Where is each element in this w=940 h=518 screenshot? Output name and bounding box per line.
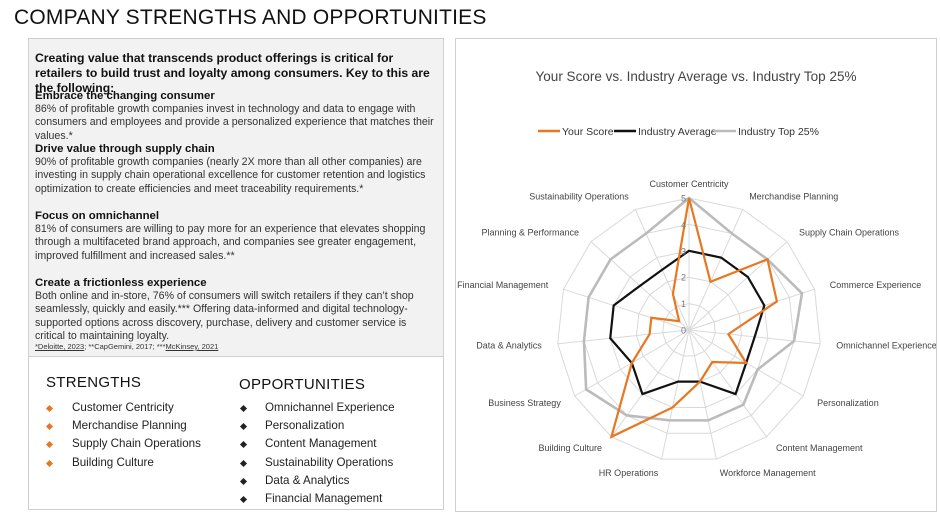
insights-box: Creating value that transcends product o… — [29, 39, 443, 357]
category-label: Omnichannel Experience — [836, 340, 936, 350]
section-body: 81% of consumers are willing to pay more… — [35, 223, 426, 262]
strengths-opportunities: STRENGTHS Customer Centricity Merchandis… — [29, 357, 443, 509]
grid-spoke — [688, 329, 717, 460]
tick-label: 2 — [681, 273, 686, 283]
footnote-text: ; **CapGemini, 2017; *** — [84, 342, 166, 351]
section-body: 90% of profitable growth companies (near… — [35, 156, 426, 195]
tick-label: 1 — [681, 299, 686, 309]
section-heading: Focus on omnichannel — [35, 210, 160, 222]
series-line — [609, 197, 779, 439]
grid-ring — [662, 303, 716, 357]
bullet-icon — [239, 477, 248, 486]
footnote-link-deloitte[interactable]: *Deloitte, 2023 — [35, 342, 85, 351]
tick-label: 4 — [681, 220, 686, 230]
legend-label: Your Score — [562, 126, 614, 138]
bullet-icon — [239, 459, 248, 468]
grid-spoke — [563, 288, 690, 331]
bullet-icon — [45, 440, 54, 449]
category-label: Commerce Experience — [830, 280, 922, 290]
tick-label: 3 — [681, 246, 686, 256]
category-label: Building Culture — [538, 443, 602, 453]
category-label: Merchandise Planning — [749, 192, 838, 202]
grid-spoke — [661, 329, 690, 460]
footnote-link-mckinsey[interactable]: McKinsey, 2021 — [165, 342, 219, 351]
grid-spoke — [688, 329, 767, 438]
strengths-title: STRENGTHS — [46, 374, 142, 391]
intro-text: Creating value that transcends product o… — [35, 51, 430, 95]
category-label: Personalization — [817, 398, 879, 408]
grid-spoke — [688, 241, 788, 331]
grid-spoke — [557, 329, 690, 345]
grid-spoke — [688, 209, 744, 331]
opportunity-item: Data & Analytics — [265, 474, 350, 487]
footnote: *Deloitte, 2023; **CapGemini, 2017; ***M… — [35, 342, 218, 351]
section-body: 86% of profitable growth companies inves… — [35, 103, 434, 142]
series-line — [609, 249, 766, 396]
bullet-icon — [239, 422, 248, 431]
bullet-icon — [239, 495, 248, 504]
strength-item: Building Culture — [72, 456, 154, 469]
opportunity-item: Financial Management — [265, 492, 383, 505]
opportunity-item: Personalization — [265, 419, 345, 432]
strength-item: Supply Chain Operations — [72, 437, 201, 450]
grid-spoke — [611, 329, 690, 438]
opportunity-item: Omnichannel Experience — [265, 401, 395, 414]
category-label: Planning & Performance — [481, 227, 579, 237]
category-label: Sustainability Operations — [529, 192, 629, 202]
category-label: HR Operations — [599, 468, 659, 478]
info-panel: Creating value that transcends product o… — [28, 38, 444, 510]
chart-title: Your Score vs. Industry Average vs. Indu… — [535, 69, 857, 84]
legend-label: Industry Top 25% — [738, 126, 819, 138]
section-body: Both online and in-store, 76% of consume… — [35, 290, 414, 343]
bullet-icon — [45, 422, 54, 431]
bullet-icon — [239, 404, 248, 413]
category-label: Content Management — [776, 443, 863, 453]
bullet-icon — [45, 459, 54, 468]
opportunity-item: Sustainability Operations — [265, 456, 394, 469]
page-title: COMPANY STRENGTHS AND OPPORTUNITIES — [14, 6, 487, 29]
grid-spoke — [688, 288, 815, 331]
tick-label: 0 — [681, 326, 686, 336]
legend-label: Industry Average — [638, 126, 717, 138]
opportunity-item: Content Management — [265, 437, 377, 450]
opportunities-title: OPPORTUNITIES — [239, 376, 366, 393]
section-heading: Create a frictionless experience — [35, 277, 207, 289]
bullet-icon — [45, 404, 54, 413]
bullet-icon — [239, 440, 248, 449]
section-heading: Drive value through supply chain — [35, 143, 215, 155]
tick-label: 5 — [681, 194, 686, 204]
category-label: Financial Management — [457, 280, 549, 290]
series-line — [582, 196, 804, 422]
chart-panel: Your Score vs. Industry Average vs. Indu… — [455, 38, 937, 512]
radar-chart: 0 1 2 3 4 5 Customer Centricity Merchandise Pla… — [457, 126, 936, 478]
strength-item: Merchandise Planning — [72, 419, 187, 432]
strength-item: Customer Centricity — [72, 401, 174, 414]
category-label: Customer Centricity — [649, 179, 729, 189]
category-label: Business Strategy — [488, 398, 561, 408]
category-label: Workforce Management — [720, 468, 816, 478]
category-label: Data & Analytics — [476, 340, 542, 350]
section-heading: Embrace the changing consumer — [35, 90, 215, 102]
category-label: Supply Chain Operations — [799, 227, 900, 237]
grid-ring — [557, 197, 821, 460]
